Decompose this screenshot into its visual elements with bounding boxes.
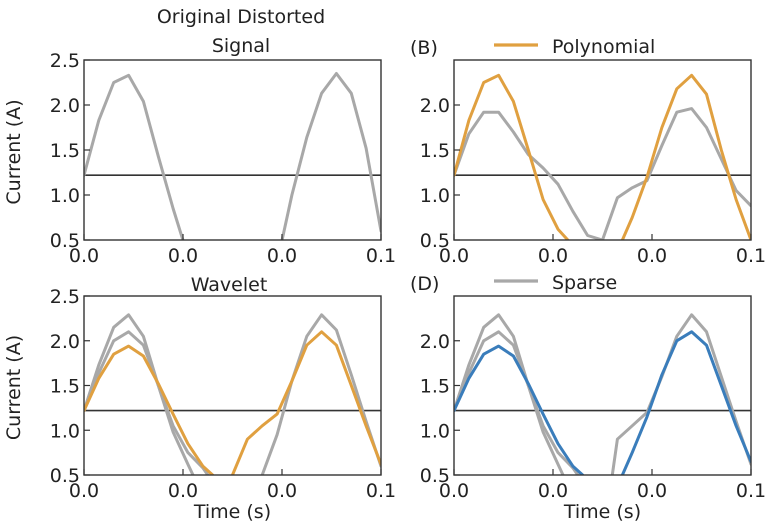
series-line-1 <box>454 110 604 240</box>
y-tick-label: 1.5 <box>50 376 80 398</box>
x-tick-label: 0.0 <box>439 480 469 502</box>
series-line-4 <box>620 73 751 240</box>
series-line-4 <box>260 313 381 475</box>
series-line-1 <box>84 313 195 475</box>
x-tick-label: 0.0 <box>439 245 469 267</box>
y-tick-label: 1.5 <box>420 376 450 398</box>
x-tick-label: 0.1 <box>736 480 766 502</box>
panel-label: (D) <box>410 273 439 295</box>
panel-title-line-1: Original Distorted <box>157 6 325 28</box>
panel-a: 0.5 1.0 1.5 2.0 2.5 0.0 0.0 0.0 0.1 Current (A) Or… <box>3 6 396 267</box>
y-tick-label: 2.0 <box>420 331 450 353</box>
panel-a-lines <box>84 72 381 240</box>
y-tick-label: 0.5 <box>50 230 80 252</box>
legend-label: Sparse <box>552 272 617 294</box>
panel-title: Wavelet <box>191 274 268 296</box>
panel-b: 0.5 1.0 1.5 2.0 0.0 0.0 0.0 0.1 (B) Polynomial <box>410 36 766 267</box>
x-tick-label: 0.0 <box>637 480 667 502</box>
plot-frame <box>453 295 752 476</box>
y-tick-label: 1.0 <box>420 185 450 207</box>
panel-c-lines <box>84 313 381 475</box>
plot-frame <box>453 59 752 241</box>
x-axis-title: Time (s) <box>193 501 271 523</box>
y-tick-label: 2.0 <box>50 331 80 353</box>
legend-label: Polynomial <box>552 36 655 58</box>
y-axis-title: Current (A) <box>3 335 25 440</box>
x-tick-label: 0.1 <box>366 245 396 267</box>
y-tick-label: 1.0 <box>420 420 450 442</box>
series-line-2 <box>280 72 381 240</box>
plot-frame <box>83 295 382 476</box>
y-tick-label: 1.5 <box>50 140 80 162</box>
x-tick-label: 0.0 <box>168 245 198 267</box>
x-tick-label: 0.0 <box>538 245 568 267</box>
x-tick-label: 0.0 <box>538 480 568 502</box>
y-tick-label: 2.5 <box>50 286 80 308</box>
series-line-1 <box>454 313 565 475</box>
series-line-1 <box>84 73 185 240</box>
x-tick-label: 0.0 <box>69 245 99 267</box>
y-tick-label: 2.5 <box>50 50 80 72</box>
y-tick-label: 0.5 <box>420 230 450 252</box>
series-line-2 <box>84 330 210 475</box>
x-tick-label: 0.0 <box>267 245 297 267</box>
panel-title-line-2: Signal <box>212 35 270 57</box>
y-tick-label: 1.0 <box>50 185 80 207</box>
series-line-5 <box>231 330 381 475</box>
y-tick-label: 1.5 <box>420 140 450 162</box>
x-tick-label: 0.1 <box>736 245 766 267</box>
y-tick-label: 2.0 <box>420 95 450 117</box>
series-line-5 <box>620 330 751 475</box>
x-tick-label: 0.0 <box>267 480 297 502</box>
x-tick-label: 0.0 <box>637 245 667 267</box>
y-tick-label: 0.5 <box>420 465 450 487</box>
series-line-3 <box>84 344 215 475</box>
series-line-3 <box>454 344 585 475</box>
panel-c: 0.5 1.0 1.5 2.0 2.5 0.0 0.0 0.0 0.1 Current (A) Ti… <box>3 274 396 523</box>
panel-d-lines <box>454 313 751 475</box>
series-line-3 <box>454 73 570 240</box>
y-tick-label: 2.0 <box>50 95 80 117</box>
panel-label: (B) <box>410 37 438 59</box>
panel-b-lines <box>454 73 751 240</box>
x-tick-label: 0.0 <box>69 480 99 502</box>
panel-d: 0.5 1.0 1.5 2.0 0.0 0.0 0.0 0.1 Time (s) (D) Spars… <box>410 272 766 523</box>
plot-frame <box>83 59 382 241</box>
series-line-2 <box>454 330 580 475</box>
x-tick-label: 0.1 <box>366 480 396 502</box>
y-axis-title: Current (A) <box>3 99 25 204</box>
series-line-4 <box>610 313 751 475</box>
x-axis-title: Time (s) <box>563 501 641 523</box>
y-tick-label: 0.5 <box>50 465 80 487</box>
y-tick-label: 1.0 <box>50 420 80 442</box>
x-tick-label: 0.0 <box>168 480 198 502</box>
